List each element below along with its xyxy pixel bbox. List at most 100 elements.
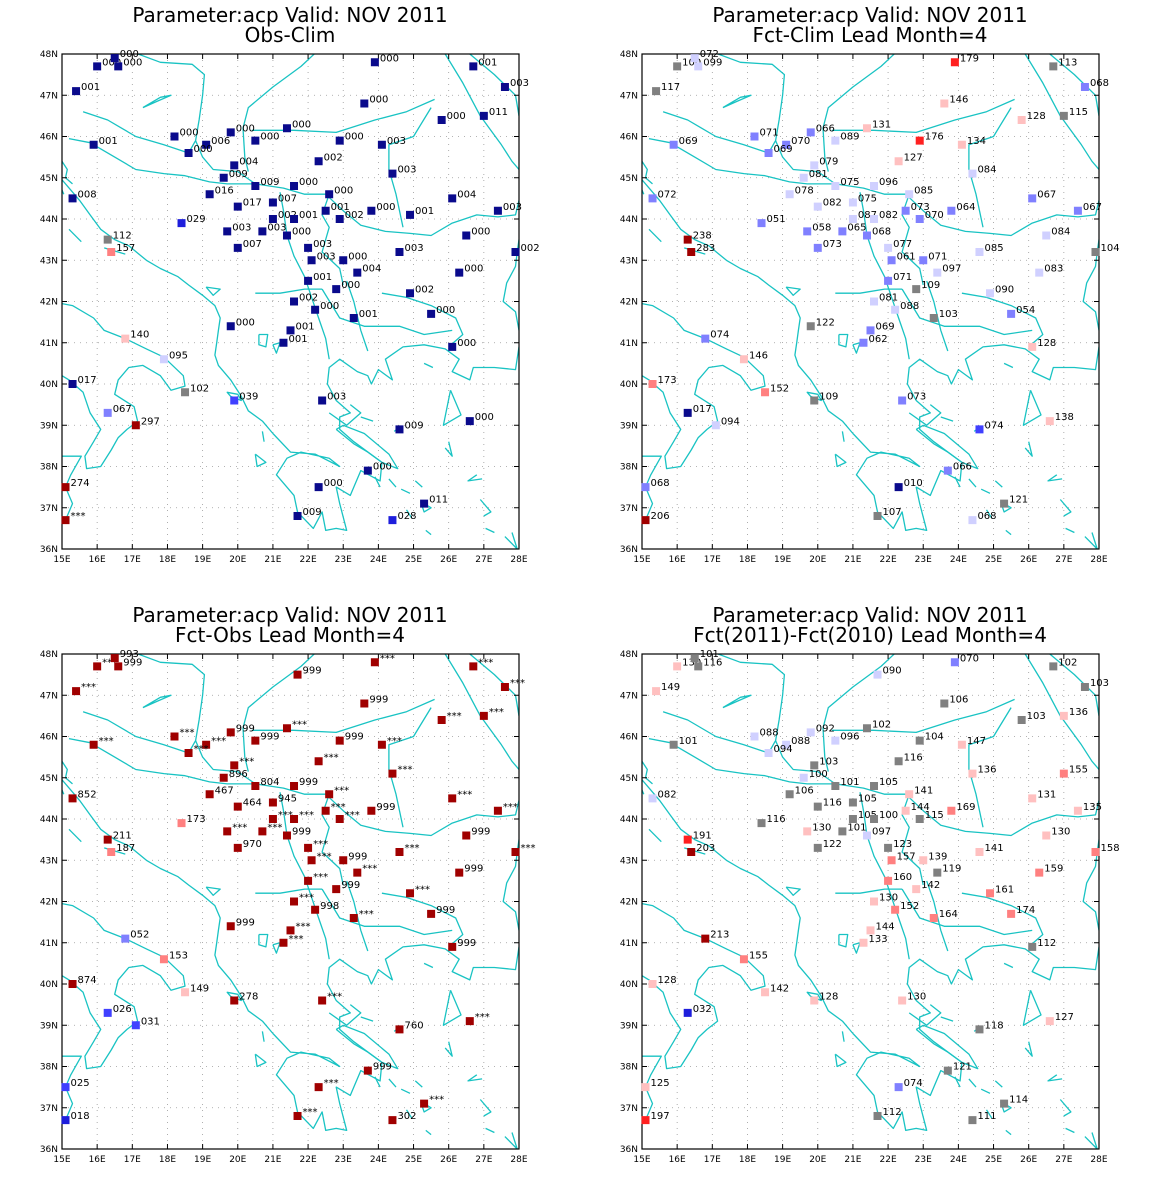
station-label: 073 — [911, 202, 930, 213]
x-tick-label: 18E — [159, 1155, 176, 1165]
station-label: *** — [457, 789, 472, 800]
station-label: 001 — [415, 206, 434, 217]
station-label: 101 — [847, 822, 866, 833]
station-marker — [641, 483, 650, 492]
station-marker — [915, 815, 924, 823]
station-label: 157 — [116, 243, 135, 254]
station-marker — [848, 815, 857, 823]
station-marker — [870, 897, 879, 906]
station-label: 164 — [939, 909, 958, 920]
station-marker — [121, 334, 130, 343]
station-marker — [388, 769, 397, 778]
station-label: 011 — [489, 107, 508, 118]
station-label: 101 — [840, 777, 859, 788]
station-label: 141 — [914, 785, 933, 796]
station-label: 146 — [949, 95, 968, 106]
station-label: 009 — [303, 507, 322, 518]
station-marker — [884, 876, 893, 885]
station-label: 070 — [791, 136, 810, 147]
station-label: 001 — [296, 321, 315, 332]
station-label: *** — [239, 756, 254, 767]
station-marker — [1028, 794, 1037, 803]
station-label: 072 — [658, 189, 677, 200]
station-label: 064 — [956, 202, 975, 213]
station-marker — [202, 140, 211, 149]
y-tick-label: 43N — [40, 256, 58, 266]
station-label: *** — [429, 1095, 444, 1106]
station-label: 160 — [893, 872, 912, 883]
station-marker — [870, 782, 879, 790]
map-area: 15E 16E 17E 18E 19E 20E 21E 22E 23E 24E 25E 26E 27E 2… — [40, 649, 536, 1165]
y-tick-label: 41N — [620, 939, 638, 949]
y-tick-label: 41N — [40, 939, 58, 949]
x-tick-label: 23E — [335, 555, 352, 565]
station-marker — [785, 190, 794, 199]
x-tick-label: 26E — [1020, 1155, 1037, 1165]
station-label: *** — [102, 657, 117, 668]
station-marker — [61, 1083, 70, 1092]
x-tick-label: 27E — [1055, 1155, 1072, 1165]
station-label: 075 — [858, 194, 877, 205]
x-tick-label: 21E — [844, 555, 861, 565]
station-label: 999 — [369, 695, 388, 706]
station-marker — [360, 699, 369, 708]
station-label: 058 — [812, 222, 831, 233]
station-label: 102 — [1058, 657, 1077, 668]
station-marker — [757, 819, 766, 828]
station-label: *** — [324, 752, 339, 763]
station-label: 007 — [243, 239, 262, 250]
station-label: 068 — [977, 511, 996, 522]
station-label: 114 — [1009, 1095, 1028, 1106]
station-label: 130 — [879, 893, 898, 904]
station-marker — [388, 1116, 397, 1125]
station-marker — [226, 728, 235, 737]
station-label: 031 — [141, 1016, 160, 1027]
station-label: 081 — [879, 293, 898, 304]
station-label: 001 — [81, 82, 100, 93]
station-label: 071 — [928, 251, 947, 262]
station-marker — [349, 314, 358, 322]
x-tick-label: 25E — [405, 555, 422, 565]
station-marker — [181, 388, 190, 397]
station-marker — [311, 905, 320, 914]
station-marker — [669, 140, 678, 149]
station-marker — [448, 794, 457, 803]
station-marker — [268, 198, 277, 207]
station-marker — [202, 740, 211, 749]
y-tick-label: 45N — [40, 774, 58, 784]
y-tick-label: 44N — [40, 815, 58, 825]
station-label: 142 — [770, 983, 789, 994]
station-marker — [68, 194, 77, 203]
station-label: 003 — [387, 136, 406, 147]
station-marker — [61, 516, 70, 525]
x-tick-label: 25E — [985, 1155, 1002, 1165]
station-label: 155 — [749, 950, 768, 961]
panel-title: Parameter:acp Valid: NOV 2011 — [132, 3, 447, 27]
station-marker — [683, 235, 692, 244]
station-marker — [866, 326, 875, 335]
station-marker — [1091, 848, 1100, 856]
station-label: *** — [292, 719, 307, 730]
station-label: 896 — [229, 769, 248, 780]
station-marker — [950, 658, 959, 667]
station-label: 283 — [696, 243, 715, 254]
station-marker — [1080, 683, 1089, 691]
station-marker — [219, 173, 228, 182]
y-tick-label: 37N — [40, 504, 58, 514]
x-tick-label: 15E — [633, 1155, 650, 1165]
station-marker — [838, 827, 847, 836]
x-tick-label: 19E — [194, 555, 211, 565]
station-label: 097 — [872, 827, 891, 838]
y-tick-label: 47N — [620, 691, 638, 701]
station-label: 011 — [429, 495, 448, 506]
x-tick-label: 25E — [985, 555, 1002, 565]
station-marker — [701, 934, 710, 943]
station-label: 999 — [299, 777, 318, 788]
station-marker — [862, 231, 871, 240]
station-label: 141 — [984, 843, 1003, 854]
station-label: 025 — [71, 1078, 90, 1089]
station-label: 016 — [215, 185, 234, 196]
station-label: 068 — [1090, 78, 1109, 89]
station-marker — [947, 806, 956, 815]
station-label: 026 — [113, 1004, 132, 1015]
